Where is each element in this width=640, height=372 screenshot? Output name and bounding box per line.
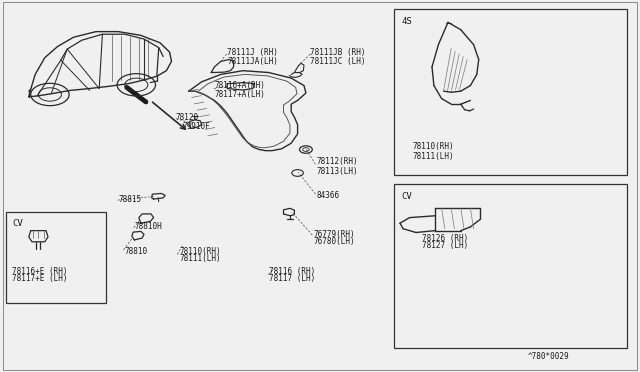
- Bar: [394, 9, 627, 175]
- Text: 78126 (RH): 78126 (RH): [422, 234, 468, 243]
- Text: 78117+A(LH): 78117+A(LH): [214, 90, 265, 99]
- Text: CV: CV: [401, 192, 412, 201]
- Text: 78110(RH): 78110(RH): [413, 142, 454, 151]
- Text: 78110(RH): 78110(RH): [179, 247, 221, 256]
- Bar: [394, 184, 627, 348]
- Text: 84366: 84366: [317, 191, 340, 200]
- Text: ^780*0029: ^780*0029: [528, 352, 570, 361]
- Text: 78810H: 78810H: [134, 222, 162, 231]
- Text: CV: CV: [13, 219, 24, 228]
- Text: 78112(RH): 78112(RH): [317, 157, 358, 166]
- Text: 78117+E (LH): 78117+E (LH): [12, 275, 67, 283]
- Text: 78111J (RH): 78111J (RH): [227, 48, 278, 57]
- Text: 76779(RH): 76779(RH): [314, 230, 355, 239]
- Text: 4S: 4S: [401, 17, 412, 26]
- Text: 78111JA(LH): 78111JA(LH): [227, 57, 278, 66]
- Text: 78111JB (RH): 78111JB (RH): [310, 48, 366, 57]
- Text: 78111JC (LH): 78111JC (LH): [310, 57, 366, 66]
- Text: 78116+E (RH): 78116+E (RH): [12, 267, 67, 276]
- Text: 78127 (LH): 78127 (LH): [422, 241, 468, 250]
- Text: 76780(LH): 76780(LH): [314, 237, 355, 246]
- Text: 78815: 78815: [118, 195, 141, 203]
- Text: 78116 (RH): 78116 (RH): [269, 267, 315, 276]
- Text: 78120: 78120: [176, 113, 199, 122]
- Text: 78111(LH): 78111(LH): [179, 254, 221, 263]
- Bar: [6, 212, 106, 303]
- Text: 78117 (LH): 78117 (LH): [269, 275, 315, 283]
- Text: 78113(LH): 78113(LH): [317, 167, 358, 176]
- Text: 79910F: 79910F: [182, 122, 210, 131]
- Text: 78116+A(RH): 78116+A(RH): [214, 81, 265, 90]
- Text: 78810: 78810: [125, 247, 148, 256]
- Text: 78111(LH): 78111(LH): [413, 152, 454, 161]
